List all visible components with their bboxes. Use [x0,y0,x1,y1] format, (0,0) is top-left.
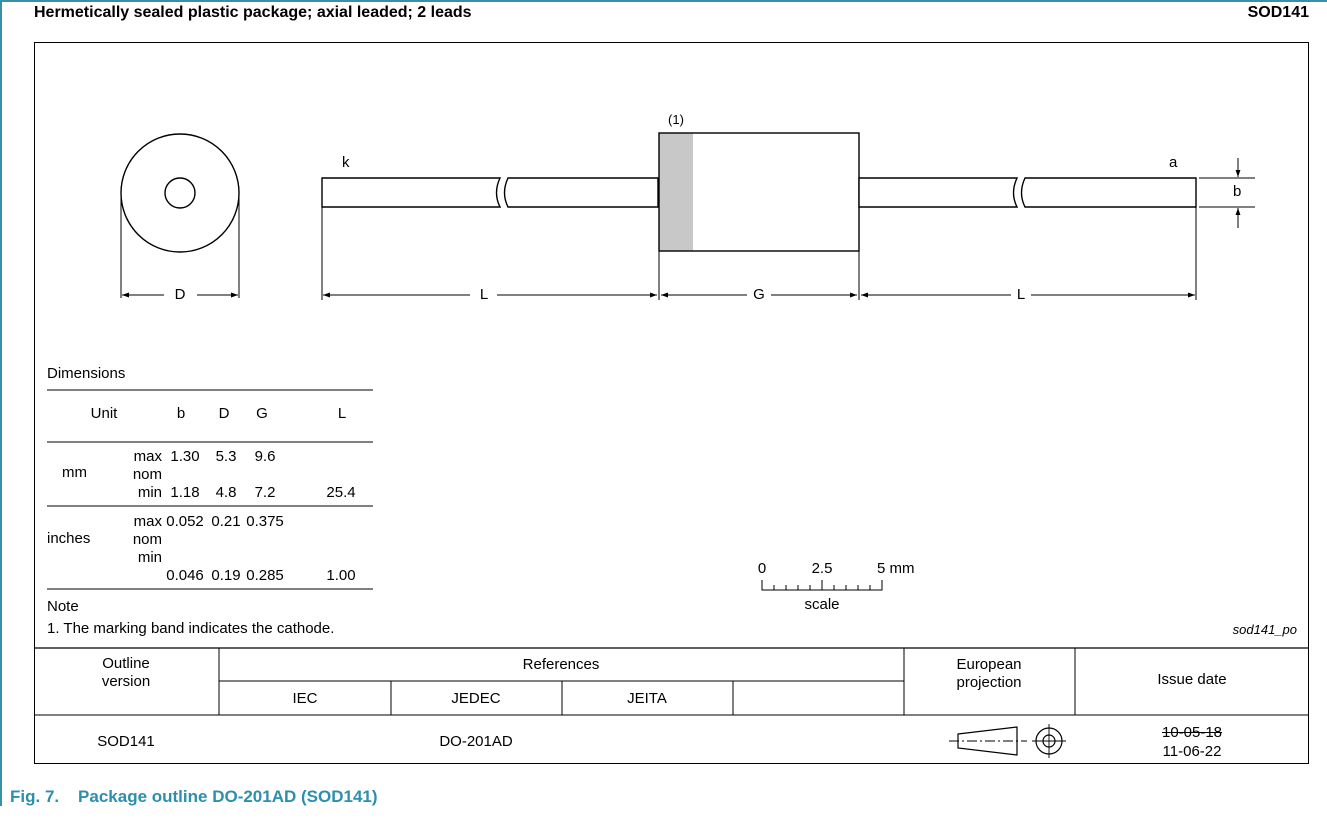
top-rule [0,0,1327,2]
in-max-b: 0.052 [166,513,204,530]
unit-mm: mm [62,464,87,481]
left-rule [0,0,2,806]
figure-caption: Fig. 7. Package outline DO-201AD (SOD141… [10,787,378,807]
dim-d-label: D [174,286,186,303]
drawing-id: sod141_po [1232,622,1297,637]
lead-left [321,177,502,208]
dimensions-title: Dimensions [47,365,126,382]
mm-min-g: 7.2 [254,484,276,501]
package-code: SOD141 [1247,4,1309,21]
issue-date-new: 11-06-22 [1162,743,1222,760]
in-max-d: 0.21 [211,513,241,530]
mm-max-b: 1.30 [170,448,200,465]
mm-min-d: 4.8 [215,484,237,501]
package-title: Hermetically sealed plastic package; axi… [34,4,472,21]
col-g: G [256,405,268,422]
dim-g-label: G [753,286,765,303]
european-header-line2: projection [956,674,1022,691]
col-unit: Unit [90,405,118,422]
end-view-inner [164,177,196,209]
scale-mid: 2.5 [811,560,833,577]
lead-right [858,177,1019,208]
dim-l-left-label: L [479,286,489,303]
in-max-g: 0.375 [246,513,284,530]
row-jedec: DO-201AD [439,733,513,750]
in-max-label: max [133,513,162,530]
mm-max-d: 5.3 [215,448,237,465]
projection-cone [957,726,1018,756]
scale-end: 5 mm [877,560,915,577]
in-min-label: min [137,549,162,566]
references-header: References [522,656,600,673]
in-min-g: 0.285 [246,567,284,584]
issue-date-header: Issue date [1157,671,1227,688]
outline-header-line1: Outline [102,655,150,672]
figure-number: Fig. 7. [10,787,60,806]
col-l: L [337,405,347,422]
mm-max-g: 9.6 [254,448,276,465]
mm-min-b: 1.18 [170,484,200,501]
row-outline: SOD141 [97,733,155,750]
cathode-label: k [342,154,350,171]
note-title: Note [47,598,79,615]
in-nom-label: nom [132,531,162,548]
in-min-d: 0.19 [211,567,241,584]
dim-b-label: b [1233,183,1242,200]
col-b: b [176,405,186,422]
band-marking [659,133,693,251]
mm-min-label: min [137,484,162,501]
ref-col-jedec: JEDEC [451,690,501,707]
figure-title: Package outline DO-201AD (SOD141) [78,787,378,806]
col-d: D [218,405,230,422]
scale-ticks [773,580,871,590]
note-text: 1. The marking band indicates the cathod… [47,620,335,637]
outline-frame [34,42,1309,764]
note-ref-label: (1) [668,112,684,127]
scale-label: scale [804,596,840,613]
european-header-line1: European [956,656,1022,673]
anode-label: a [1169,154,1178,171]
ref-col-iec: IEC [292,690,318,707]
in-min-l: 1.00 [326,567,356,584]
unit-inches: inches [47,530,91,547]
mm-nom-label: nom [132,466,162,483]
in-min-b: 0.046 [166,567,204,584]
scale-zero: 0 [757,560,767,577]
mm-max-label: max [133,448,162,465]
dim-l-right-label: L [1016,286,1026,303]
issue-date-old: 10-05-18 [1161,724,1223,741]
ref-col-jeita: JEITA [627,690,667,707]
outline-header-line2: version [101,673,151,690]
mm-min-l: 25.4 [326,484,356,501]
